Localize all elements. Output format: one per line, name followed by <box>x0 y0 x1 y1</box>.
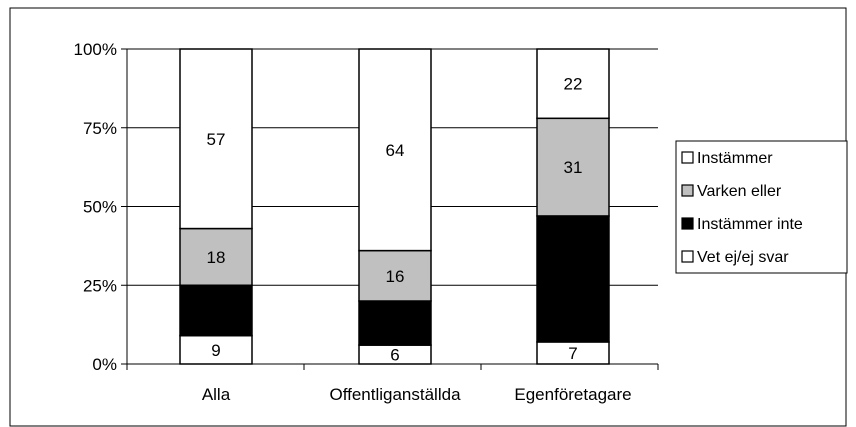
data-label: 6 <box>390 346 399 365</box>
data-label: 14 <box>386 314 405 333</box>
category-label: Alla <box>202 385 231 404</box>
bar-segment <box>358 48 432 252</box>
legend: Instämmer Varken eller Instämmer inte Vet e… <box>675 140 848 274</box>
bar-segment <box>358 300 432 346</box>
y-tick-label: 75% <box>83 119 117 138</box>
legend-label: Instämmer <box>697 150 773 167</box>
y-tick-label: 25% <box>83 276 117 295</box>
y-tick-label: 50% <box>83 198 117 217</box>
bar-segment <box>536 215 610 343</box>
legend-label: Instämmer inte <box>697 216 803 233</box>
legend-swatch <box>681 217 694 230</box>
y-tick-label: 100% <box>74 40 117 59</box>
bar-segment <box>536 117 610 217</box>
data-label: 16 <box>386 267 405 286</box>
data-label: 16 <box>207 301 226 320</box>
legend-box <box>675 140 848 274</box>
data-label: 40 <box>564 270 583 289</box>
data-label: 9 <box>211 341 220 360</box>
legend-label: Vet ej/ej svar <box>697 249 789 266</box>
bar-segment <box>358 249 432 302</box>
legend-swatch <box>681 184 694 197</box>
category-label: Offentliganställda <box>329 385 461 404</box>
data-label: 31 <box>564 158 583 177</box>
data-label: 18 <box>207 248 226 267</box>
legend-swatch <box>681 151 694 164</box>
data-label: 7 <box>568 344 577 363</box>
bars: 9 16 18 57 6 14 16 64 7 40 31 22 <box>179 48 610 365</box>
category-label: Egenföretagare <box>514 385 631 404</box>
y-tick-label: 0% <box>92 355 117 374</box>
legend-label: Varken eller <box>697 183 782 200</box>
data-label: 64 <box>386 141 405 160</box>
bar-segment <box>179 48 253 230</box>
data-label: 57 <box>207 130 226 149</box>
data-label: 22 <box>564 75 583 94</box>
legend-swatch <box>681 250 694 263</box>
bar-segment <box>536 48 610 120</box>
